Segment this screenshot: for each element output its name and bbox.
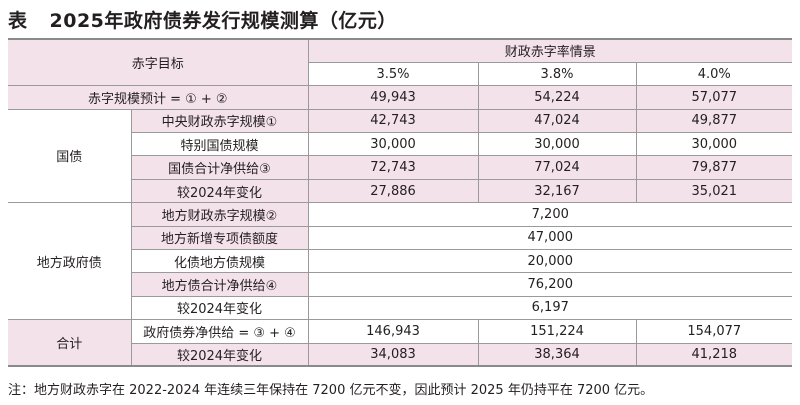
cell-value: 6,197 bbox=[307, 295, 793, 321]
row-label: 地方财政赤字规模② bbox=[130, 202, 309, 227]
cell-value: 30,000 bbox=[307, 132, 479, 157]
table-title: 表 2025年政府债券发行规模测算（亿元） bbox=[8, 4, 397, 34]
table-row: 地方政府债 地方财政赤字规模② 7,200 bbox=[8, 202, 793, 321]
cell-value: 49,943 bbox=[307, 85, 479, 110]
cell-value: 77,024 bbox=[477, 155, 637, 180]
row-label: 政府债券净供给 = ③ + ④ bbox=[130, 319, 309, 344]
cell-value: 34,083 bbox=[307, 342, 479, 367]
cell-value: 7,200 bbox=[307, 202, 793, 227]
cell-value: 41,218 bbox=[635, 342, 793, 367]
cell-value: 49,877 bbox=[635, 108, 793, 134]
cell-value: 30,000 bbox=[477, 132, 637, 157]
row-label: 赤字规模预计 = ① + ② bbox=[8, 85, 309, 110]
cell-value: 20,000 bbox=[307, 249, 793, 274]
table-row: 较2024年变化 6,197 bbox=[8, 295, 793, 321]
cell-value: 32,167 bbox=[477, 178, 637, 204]
table-row: 国债 中央财政赤字规模① 42,743 47,024 49,877 bbox=[8, 108, 793, 204]
row-label: 较2024年变化 bbox=[130, 295, 309, 321]
cell-value: 72,743 bbox=[307, 155, 479, 180]
row-label: 地方债合计净供给④ bbox=[130, 272, 309, 297]
cell-value: 79,877 bbox=[635, 155, 793, 180]
table-row: 赤字规模预计 = ① + ② 49,943 54,224 57,077 bbox=[8, 85, 793, 110]
cell-value: 47,000 bbox=[307, 225, 793, 251]
title-prefix: 表 bbox=[8, 9, 28, 32]
table-row: 化债地方债规模 20,000 bbox=[8, 249, 793, 274]
table-row: 合计 政府债券净供给 = ③ + ④ 146,943 151,224 154,0… bbox=[8, 319, 793, 367]
row-label: 地方新增专项债额度 bbox=[130, 225, 309, 251]
group-local: 地方政府债 bbox=[8, 202, 132, 321]
header-target: 赤字目标 bbox=[8, 38, 309, 87]
table-row: 国债合计净供给③ 72,743 77,024 79,877 bbox=[8, 155, 793, 180]
cell-value: 57,077 bbox=[635, 85, 793, 110]
cell-value: 27,886 bbox=[307, 178, 479, 204]
header-scenario: 财政赤字率情景 bbox=[307, 38, 793, 63]
table-row: 较2024年变化 34,083 38,364 41,218 bbox=[8, 342, 793, 367]
table-row: 较2024年变化 27,886 32,167 35,021 bbox=[8, 178, 793, 204]
table-row: 特别国债规模 30,000 30,000 30,000 bbox=[8, 132, 793, 157]
cell-value: 151,224 bbox=[477, 319, 637, 344]
bond-issuance-table: 赤字目标 财政赤字率情景 3.5% 3.8% 4.0% 赤字规模预计 = ① +… bbox=[8, 38, 793, 368]
footnote: 注：地方财政赤字在 2022-2024 年连续三年保持在 7200 亿元不变，因… bbox=[8, 383, 654, 398]
cell-value: 146,943 bbox=[307, 319, 479, 344]
row-label: 国债合计净供给③ bbox=[130, 155, 309, 180]
table-row: 地方债合计净供给④ 76,200 bbox=[8, 272, 793, 297]
row-label: 较2024年变化 bbox=[130, 178, 309, 204]
row-label: 特别国债规模 bbox=[130, 132, 309, 157]
row-label: 中央财政赤字规模① bbox=[130, 108, 309, 134]
header-row-1: 赤字目标 财政赤字率情景 bbox=[8, 38, 793, 87]
cell-value: 154,077 bbox=[635, 319, 793, 344]
scenario-3: 4.0% bbox=[635, 61, 793, 87]
scenario-2: 3.8% bbox=[477, 61, 637, 87]
cell-value: 54,224 bbox=[477, 85, 637, 110]
scenario-1: 3.5% bbox=[307, 61, 479, 87]
row-label: 较2024年变化 bbox=[130, 342, 309, 367]
title-text: 2025年政府债券发行规模测算（亿元） bbox=[49, 9, 397, 32]
cell-value: 38,364 bbox=[477, 342, 637, 367]
cell-value: 47,024 bbox=[477, 108, 637, 134]
cell-value: 30,000 bbox=[635, 132, 793, 157]
cell-value: 35,021 bbox=[635, 178, 793, 204]
group-national: 国债 bbox=[8, 108, 132, 204]
cell-value: 76,200 bbox=[307, 272, 793, 297]
cell-value: 42,743 bbox=[307, 108, 479, 134]
row-label: 化债地方债规模 bbox=[130, 249, 309, 274]
group-total: 合计 bbox=[8, 319, 132, 367]
